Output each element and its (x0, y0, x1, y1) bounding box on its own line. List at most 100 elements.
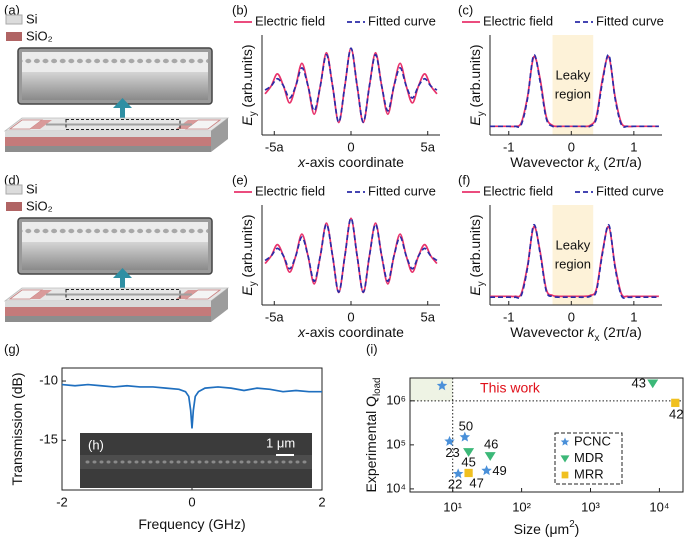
star-marker (560, 437, 570, 446)
region-label: Leaky (556, 67, 591, 82)
legend-label: Electric field (483, 13, 553, 28)
scale-bar-label: 1 μm (266, 435, 295, 450)
legend-label: Electric field (255, 183, 325, 198)
label-part: Size (μm (514, 521, 570, 537)
inset-label: (h) (88, 437, 104, 452)
point-label: 43 (631, 376, 645, 391)
legend-label: SiO₂ (26, 28, 53, 43)
x-axis-label: x-axis coordinate (297, 154, 404, 170)
point-label: 45 (461, 454, 475, 469)
x-axis-label: Wavevector kx (2π/a) (510, 324, 642, 344)
label-part: y (476, 281, 487, 286)
label-part: y (476, 111, 487, 116)
label-part: (2π/a) (599, 324, 641, 340)
point-label: 47 (469, 475, 483, 490)
y-tick-label: 10⁶ (386, 392, 406, 407)
point-label: 46 (484, 436, 498, 451)
legend-label: SiO₂ (26, 198, 53, 213)
region-label: Leaky (556, 237, 591, 252)
legend-swatch (6, 202, 22, 211)
label-part: x (297, 324, 306, 340)
x-tick-label: 0 (347, 139, 354, 154)
panel-label: (a) (4, 2, 20, 17)
label-part: y (248, 281, 259, 286)
label-part: y (248, 111, 259, 116)
x-tick-label: 0 (568, 309, 575, 324)
x-axis-label: Frequency (GHz) (138, 516, 245, 532)
region-label: region (555, 256, 591, 271)
x-tick-label: -5a (265, 139, 285, 154)
point-label: 23 (445, 445, 459, 460)
point-label: 49 (492, 463, 506, 478)
highlight-region (410, 378, 453, 401)
shaded-region (552, 35, 594, 135)
square-marker (561, 471, 569, 479)
y-axis-label: Experimental Qload (363, 377, 383, 492)
label-part: x (595, 163, 600, 174)
sem-holes (84, 457, 308, 467)
label-part: (arb.units) (467, 44, 483, 111)
line-series (61, 383, 322, 429)
legend-swatch (5, 14, 23, 25)
x-tick-label: 5a (420, 139, 435, 154)
star-marker (444, 435, 455, 446)
triangle-marker (560, 455, 570, 463)
line-series (490, 54, 659, 128)
label-part: Wavevector (510, 324, 587, 340)
label-part: E (467, 286, 483, 296)
legend-swatch (5, 184, 23, 195)
legend-label: MRR (574, 466, 604, 481)
x-tick-label: 0 (188, 494, 195, 509)
device-diagram (5, 218, 228, 322)
x-tick-label: -5a (265, 309, 285, 324)
legend-swatch (6, 32, 22, 41)
label-part: (arb.units) (467, 214, 483, 281)
y-tick-label: -10 (39, 372, 58, 387)
line-series (490, 224, 659, 299)
point-label: 42 (669, 406, 683, 421)
device-diagram (5, 48, 228, 152)
x-axis-label: x-axis coordinate (297, 324, 404, 340)
label-part: ) (575, 521, 580, 537)
y-tick-label: 10⁵ (386, 436, 406, 451)
x-tick-label: 10² (512, 499, 531, 514)
x-tick-label: 10⁴ (649, 499, 669, 514)
shaded-region (552, 205, 594, 305)
line-series (264, 217, 438, 294)
label-part: (arb.units) (239, 214, 255, 281)
label-part: -axis coordinate (305, 324, 404, 340)
region-label: region (555, 86, 591, 101)
legend-label: Fitted curve (596, 183, 664, 198)
x-tick-label: 0 (347, 309, 354, 324)
legend-label: PCNC (574, 433, 611, 448)
x-tick-label: 2 (318, 494, 325, 509)
label-part: k (588, 324, 596, 340)
label-part: load (372, 377, 383, 396)
star-marker (459, 431, 471, 442)
label-part: E (467, 116, 483, 126)
label-part: x (595, 333, 600, 344)
point-label: 22 (448, 476, 462, 491)
star-marker (436, 380, 448, 391)
panel-label: (d) (4, 172, 20, 187)
label-part: k (588, 154, 596, 170)
triangle-marker (463, 448, 475, 457)
sem-inset: (h) 1 μm (80, 433, 312, 488)
panel-label: (c) (458, 2, 473, 17)
y-axis-label: Ey (arb.units) (467, 214, 487, 295)
label-part: 2 (569, 519, 574, 530)
point-label: This work (480, 379, 541, 395)
label-part: x (297, 154, 306, 170)
legend-label: Electric field (255, 13, 325, 28)
legend-label: MDR (574, 450, 604, 465)
x-tick-label: 1 (630, 139, 637, 154)
triangle-marker (484, 452, 496, 461)
panel-label: (i) (366, 341, 378, 356)
point-label: 50 (459, 419, 473, 434)
y-axis-label: Transmission (dB) (9, 372, 25, 485)
label-part: Experimental Q (363, 396, 379, 493)
panel-label: (b) (232, 2, 248, 17)
square-marker (671, 398, 680, 407)
